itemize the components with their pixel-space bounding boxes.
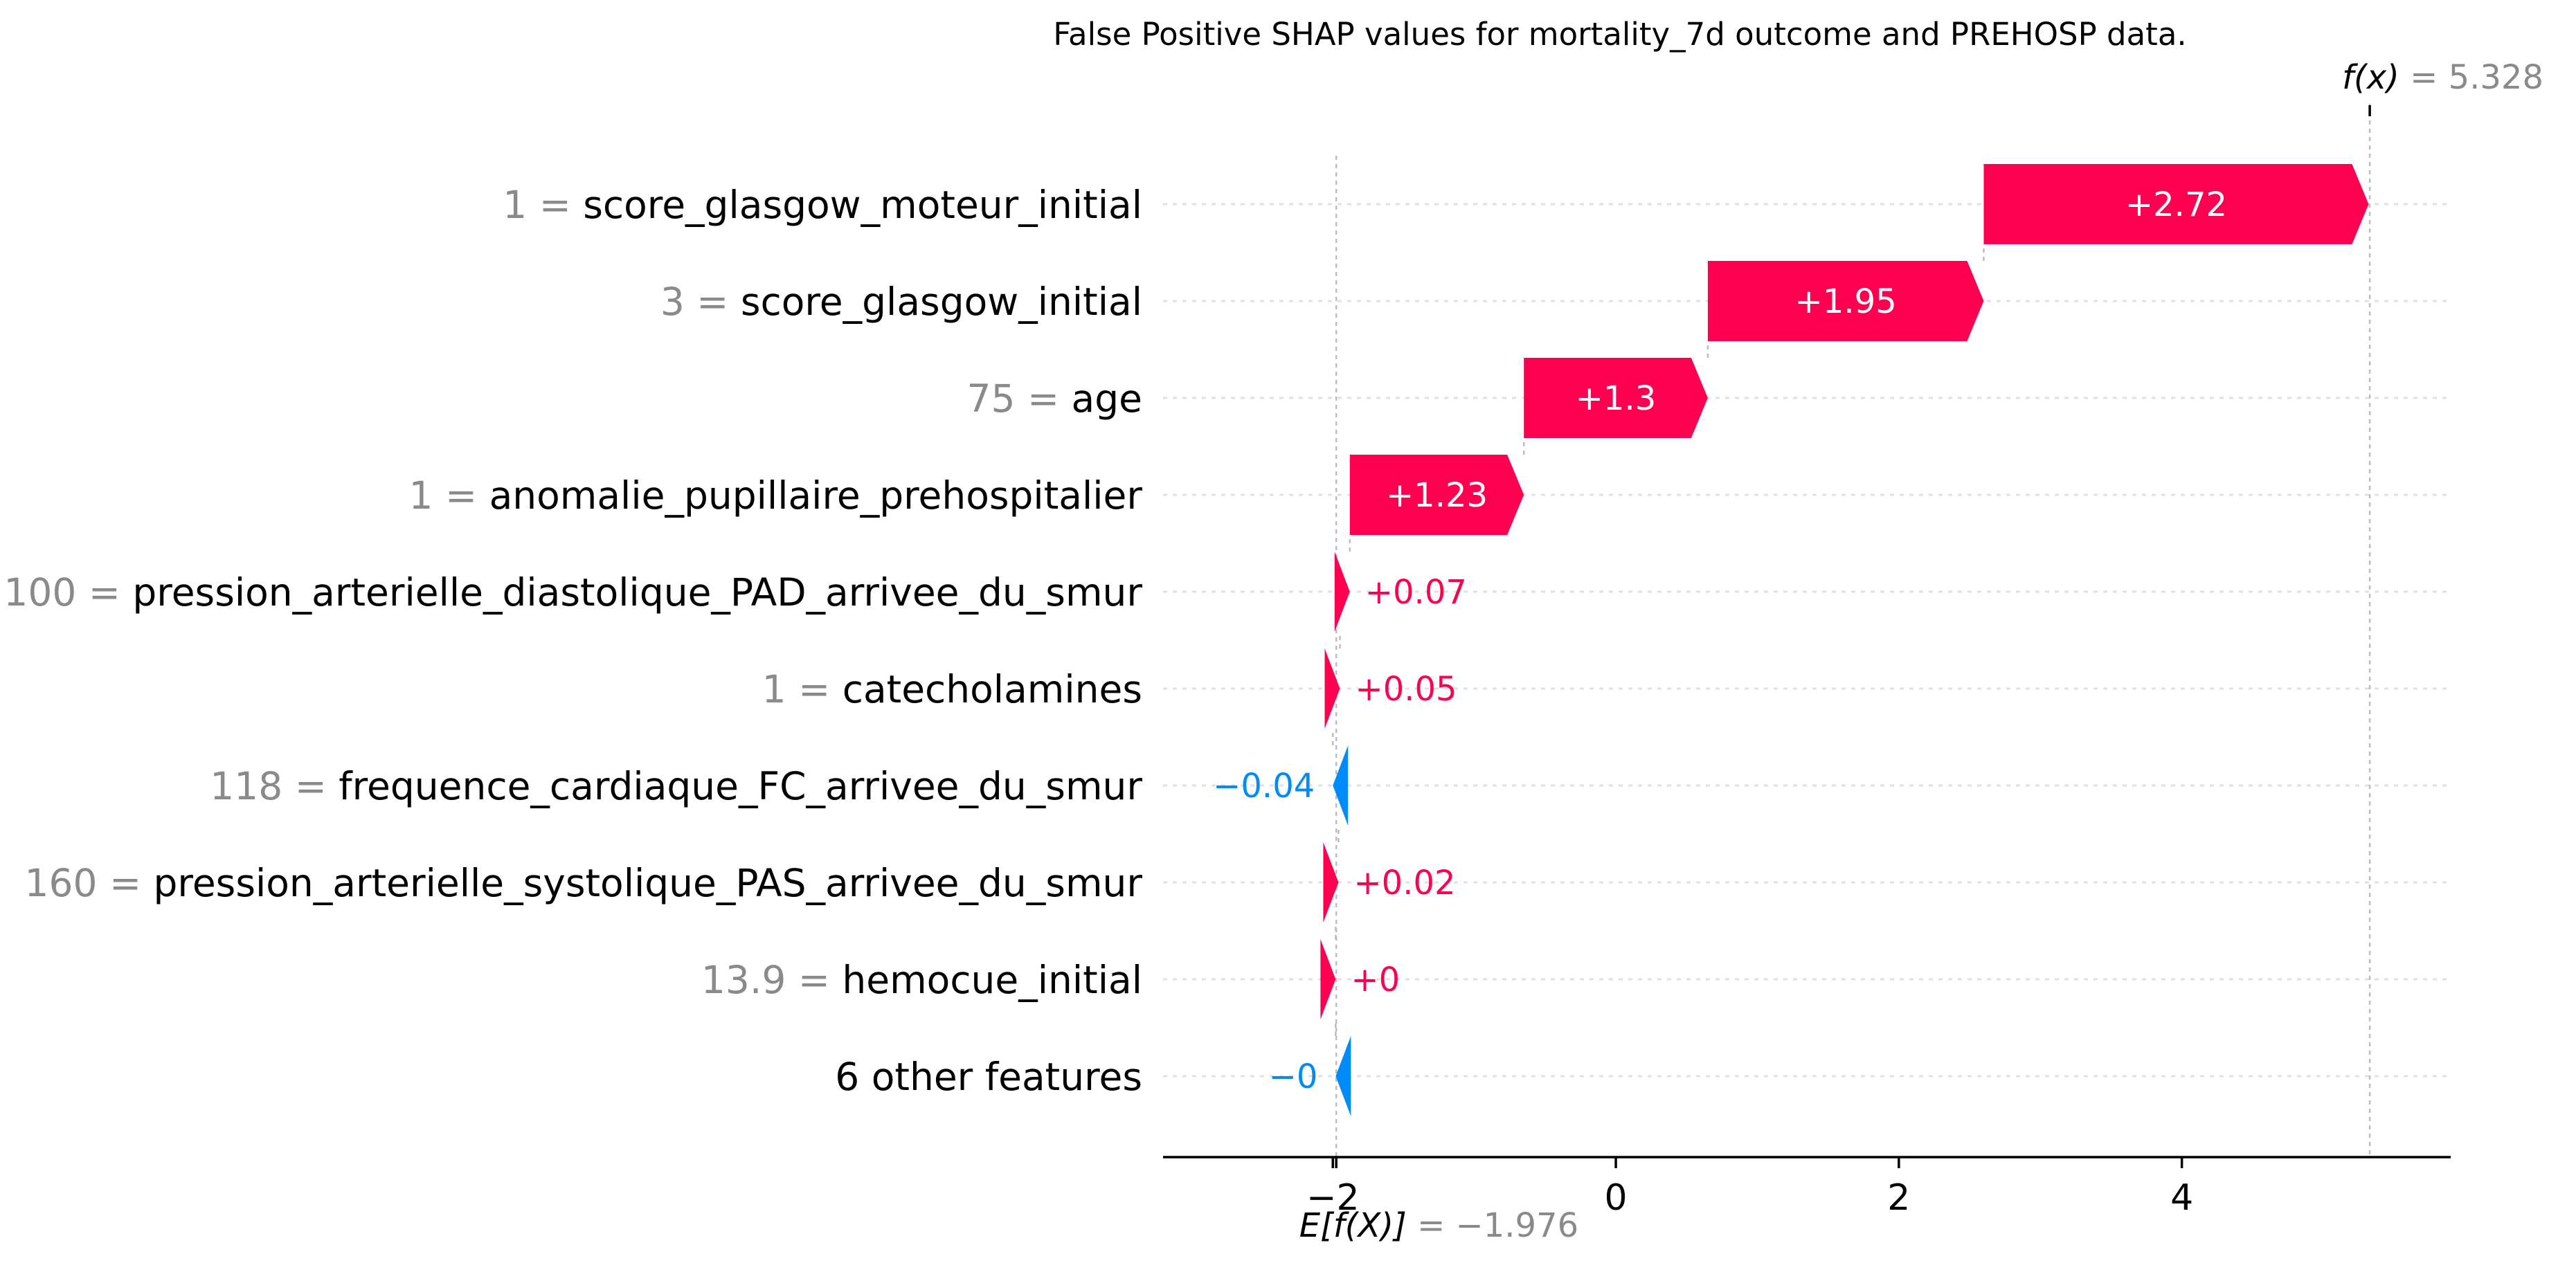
shap-bar: [1320, 939, 1336, 1019]
feature-value: 1 =: [409, 473, 489, 518]
feature-value: 1 =: [762, 667, 843, 711]
feature-label: 75 = age: [966, 376, 1142, 421]
feature-name: score_glasgow_moteur_initial: [583, 183, 1142, 227]
feature-value: 100 =: [3, 570, 132, 615]
feature-name: frequence_cardiaque_FC_arrivee_du_smur: [339, 764, 1142, 808]
bars: +2.72 +1.95 +1.3 +1.23 +0.07 +0.05 −0.04 +0.02 +…: [1213, 164, 2369, 1116]
shap-value-label: +0.07: [1365, 573, 1467, 612]
feature-label: 6 other features: [835, 1055, 1142, 1099]
feature-value: 3 =: [660, 280, 741, 324]
shap-bar: [1323, 842, 1339, 923]
feature-value: 160 =: [24, 861, 153, 905]
feature-label: 1 = anomalie_pupillaire_prehospitalier: [409, 473, 1143, 518]
shap-bar: [1524, 358, 1708, 438]
x-tick-label: 4: [2170, 1177, 2193, 1219]
shap-value-label: −0: [1269, 1057, 1318, 1096]
output-value-number: = 5.328: [2410, 58, 2543, 97]
feature-name: pression_arterielle_diastolique_PAD_arri…: [132, 570, 1142, 615]
x-tick-label: 0: [1605, 1177, 1628, 1219]
x-tick-label: 2: [1887, 1177, 1910, 1219]
shap-bar: [1334, 552, 1350, 632]
shap-bar: [1707, 261, 1984, 341]
feature-name: hemocue_initial: [842, 958, 1142, 1002]
feature-label: 100 = pression_arterielle_diastolique_PA…: [3, 570, 1142, 615]
feature-value: 13.9 =: [701, 958, 843, 1002]
output-annotation: f(x) = 5.328: [2342, 58, 2543, 116]
feature-name: anomalie_pupillaire_prehospitalier: [489, 473, 1143, 518]
shap-value-label: +1.23: [1386, 476, 1488, 515]
feature-label: 160 = pression_arterielle_systolique_PAS…: [24, 861, 1142, 905]
x-axis: −2 0 2 4 E[f(X)] = −1.976: [1163, 1156, 2451, 1245]
output-value-label: f(x): [2342, 58, 2410, 97]
feature-label: 13.9 = hemocue_initial: [701, 958, 1142, 1002]
feature-value: 75 =: [966, 376, 1071, 421]
feature-name: pression_arterielle_systolique_PAS_arriv…: [154, 861, 1143, 905]
feature-label: 1 = catecholamines: [762, 667, 1142, 711]
base-value-annotation: E[f(X)] = −1.976: [1299, 1206, 1578, 1245]
feature-value: 1 =: [503, 183, 583, 227]
feature-label: 118 = frequence_cardiaque_FC_arrivee_du_…: [210, 764, 1142, 808]
feature-label: 1 = score_glasgow_moteur_initial: [503, 183, 1142, 227]
shap-bar: [1335, 1036, 1351, 1116]
x-tick-label: −2: [1306, 1177, 1360, 1219]
feature-name: 6 other features: [835, 1055, 1142, 1099]
shap-bar: [1983, 164, 2369, 244]
guide-lines: [1332, 104, 2371, 1157]
shap-value-label: +1.3: [1576, 379, 1657, 418]
shap-value-label: +0: [1351, 961, 1400, 999]
shap-value-label: +0.02: [1353, 864, 1455, 902]
base-value-label: E[f(X)]: [1299, 1206, 1417, 1245]
base-value-number: = −1.976: [1417, 1206, 1578, 1245]
feature-name: catecholamines: [843, 667, 1142, 711]
shap-value-label: −0.04: [1213, 767, 1315, 806]
feature-labels: 1 = score_glasgow_moteur_initial 3 = scor…: [3, 183, 1142, 1099]
shap-bar: [1324, 648, 1340, 729]
feature-name: age: [1072, 376, 1142, 421]
output-value-annotation: f(x) = 5.328: [2342, 58, 2543, 97]
chart-title: False Positive SHAP values for mortality…: [1053, 16, 2186, 53]
shap-value-label: +2.72: [2125, 185, 2227, 224]
shap-value-label: +0.05: [1355, 670, 1457, 709]
shap-bar: [1349, 455, 1524, 535]
feature-name: score_glasgow_initial: [741, 280, 1142, 324]
shap-bar: [1333, 745, 1349, 826]
shap-value-label: +1.95: [1795, 282, 1897, 321]
feature-value: 118 =: [210, 764, 339, 808]
feature-label: 3 = score_glasgow_initial: [660, 280, 1142, 324]
